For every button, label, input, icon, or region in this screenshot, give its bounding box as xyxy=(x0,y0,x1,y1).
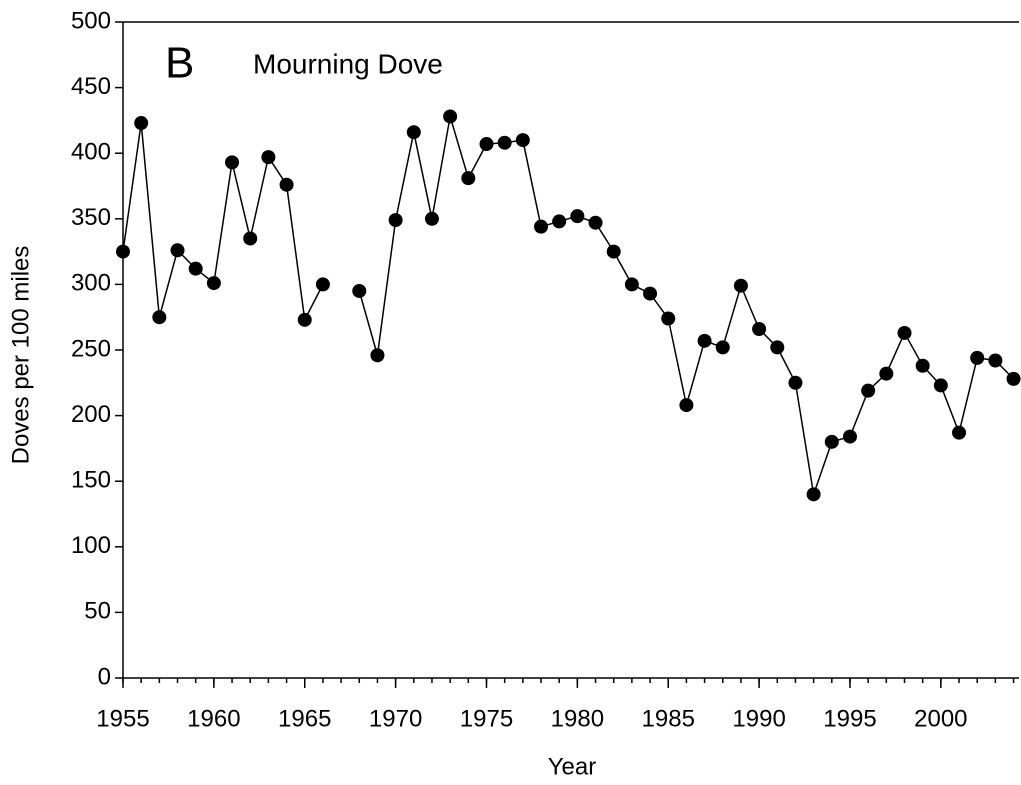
y-tick-label: 50 xyxy=(84,598,111,625)
y-tick-label: 200 xyxy=(71,401,111,428)
point xyxy=(570,209,585,224)
y-tick-label: 300 xyxy=(71,270,111,297)
point xyxy=(243,231,258,246)
point xyxy=(897,325,912,340)
point xyxy=(116,244,130,259)
point xyxy=(879,366,894,381)
point xyxy=(388,213,403,228)
point xyxy=(715,340,730,355)
point xyxy=(588,215,603,230)
point xyxy=(188,261,203,276)
y-tick-label: 400 xyxy=(71,139,111,166)
point xyxy=(661,311,676,326)
point xyxy=(225,155,240,170)
point xyxy=(861,383,876,398)
point xyxy=(952,425,967,440)
point xyxy=(370,348,385,363)
point xyxy=(643,286,658,301)
point xyxy=(515,133,530,148)
point xyxy=(297,312,312,327)
point xyxy=(770,340,785,355)
point xyxy=(206,276,221,291)
point xyxy=(679,398,694,413)
point xyxy=(406,125,421,140)
panel-label: B xyxy=(165,39,194,88)
point xyxy=(352,283,367,298)
point xyxy=(842,429,857,444)
point xyxy=(788,375,803,390)
point xyxy=(315,277,330,292)
point xyxy=(443,109,458,124)
y-tick-label: 0 xyxy=(98,663,111,690)
point xyxy=(1006,371,1021,386)
point xyxy=(552,214,567,229)
x-tick-label: 2000 xyxy=(914,705,967,732)
x-tick-label: 1960 xyxy=(187,705,240,732)
y-axis-label: Doves per 100 miles xyxy=(7,246,34,465)
y-tick-label: 250 xyxy=(71,335,111,362)
y-tick-label: 100 xyxy=(71,532,111,559)
point xyxy=(988,353,1003,368)
point xyxy=(534,219,549,234)
point xyxy=(697,333,712,348)
point xyxy=(606,244,621,259)
point xyxy=(424,211,439,226)
point xyxy=(933,378,948,393)
point xyxy=(824,434,839,449)
x-tick-label: 1975 xyxy=(460,705,513,732)
point xyxy=(752,322,767,337)
x-tick-label: 1995 xyxy=(823,705,876,732)
point xyxy=(152,310,167,325)
x-tick-label: 1985 xyxy=(642,705,695,732)
x-tick-label: 1970 xyxy=(369,705,422,732)
x-tick-label: 1990 xyxy=(732,705,785,732)
x-tick-label: 1965 xyxy=(278,705,331,732)
point xyxy=(970,350,985,365)
y-tick-label: 150 xyxy=(71,467,111,494)
x-tick-label: 1955 xyxy=(96,705,149,732)
x-tick-label: 1980 xyxy=(551,705,604,732)
point xyxy=(915,358,930,373)
point xyxy=(461,171,476,186)
point xyxy=(279,177,294,192)
point xyxy=(497,135,512,150)
point xyxy=(261,150,276,165)
point xyxy=(134,116,149,131)
point xyxy=(624,277,639,292)
x-axis-label: Year xyxy=(548,753,597,780)
y-tick-label: 350 xyxy=(71,204,111,231)
y-tick-label: 500 xyxy=(71,7,111,34)
point xyxy=(170,243,185,258)
point xyxy=(733,278,748,293)
point xyxy=(806,487,821,502)
line xyxy=(122,116,1015,495)
y-tick-label: 450 xyxy=(71,73,111,100)
series-label: Mourning Dove xyxy=(253,48,443,79)
point xyxy=(479,137,494,152)
